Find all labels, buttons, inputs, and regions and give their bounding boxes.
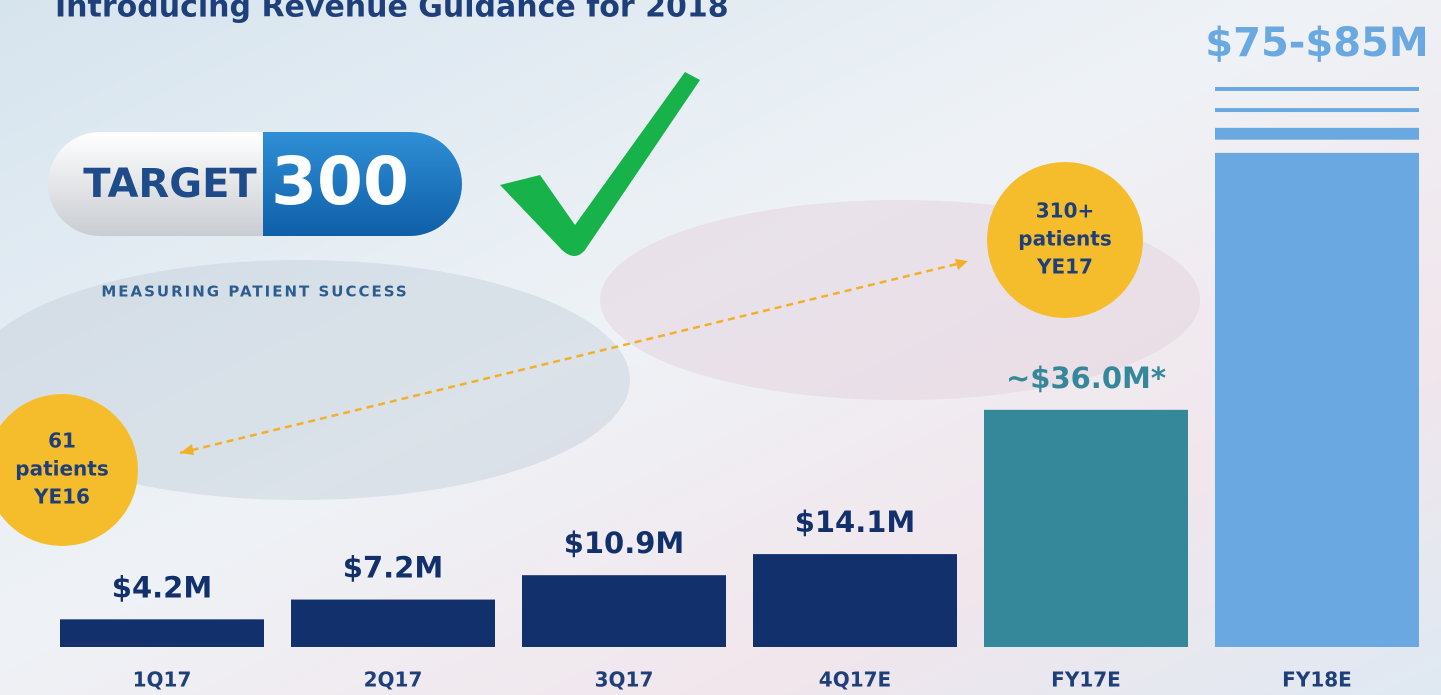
bar	[291, 599, 495, 647]
arrow-head	[955, 259, 968, 270]
bubble-text: patients	[1018, 227, 1112, 251]
range-stripe	[1215, 108, 1419, 113]
logo-word: TARGET	[83, 161, 257, 207]
bubble-text: 61	[48, 429, 76, 453]
connector-arrow	[179, 260, 966, 455]
bar	[984, 409, 1188, 647]
value-label: $10.9M	[564, 526, 685, 560]
x-tick-label: 3Q17	[595, 668, 654, 692]
value-label: ~$36.0M*	[1006, 361, 1166, 395]
x-tick-label: 4Q17E	[819, 668, 891, 692]
range-stripe	[1215, 127, 1419, 140]
x-tick-label: 1Q17	[133, 668, 192, 692]
cloud	[0, 260, 630, 500]
bubble-text: 310+	[1036, 199, 1095, 223]
logo-tagline: MEASURING PATIENT SUCCESS	[101, 283, 408, 301]
value-label: $75-$85M	[1205, 20, 1428, 66]
value-label: $14.1M	[795, 505, 916, 539]
bubble-text: YE16	[33, 485, 90, 509]
value-label: $4.2M	[112, 570, 212, 604]
checkmark	[500, 72, 700, 256]
bubble-text: patients	[15, 457, 109, 481]
value-label: $7.2M	[343, 551, 443, 585]
bar	[522, 575, 726, 647]
range-stripe	[1215, 87, 1419, 91]
chart-title: Introducing Revenue Guidance for 2018	[55, 0, 729, 25]
x-tick-label: FY17E	[1051, 668, 1121, 692]
x-tick-label: FY18E	[1282, 668, 1352, 692]
bubble	[987, 162, 1143, 318]
logo-pill-blue	[263, 132, 462, 236]
arrow-head	[180, 444, 194, 455]
bar	[60, 619, 264, 647]
bar	[1215, 152, 1419, 647]
x-tick-label: 2Q17	[364, 668, 423, 692]
bar	[753, 554, 957, 647]
bubble	[0, 394, 138, 546]
bubble-text: YE17	[1036, 255, 1093, 279]
logo-number: 300	[271, 143, 409, 220]
logo: TARGET 300 MEASURING PATIENT SUCCESS	[48, 132, 462, 301]
